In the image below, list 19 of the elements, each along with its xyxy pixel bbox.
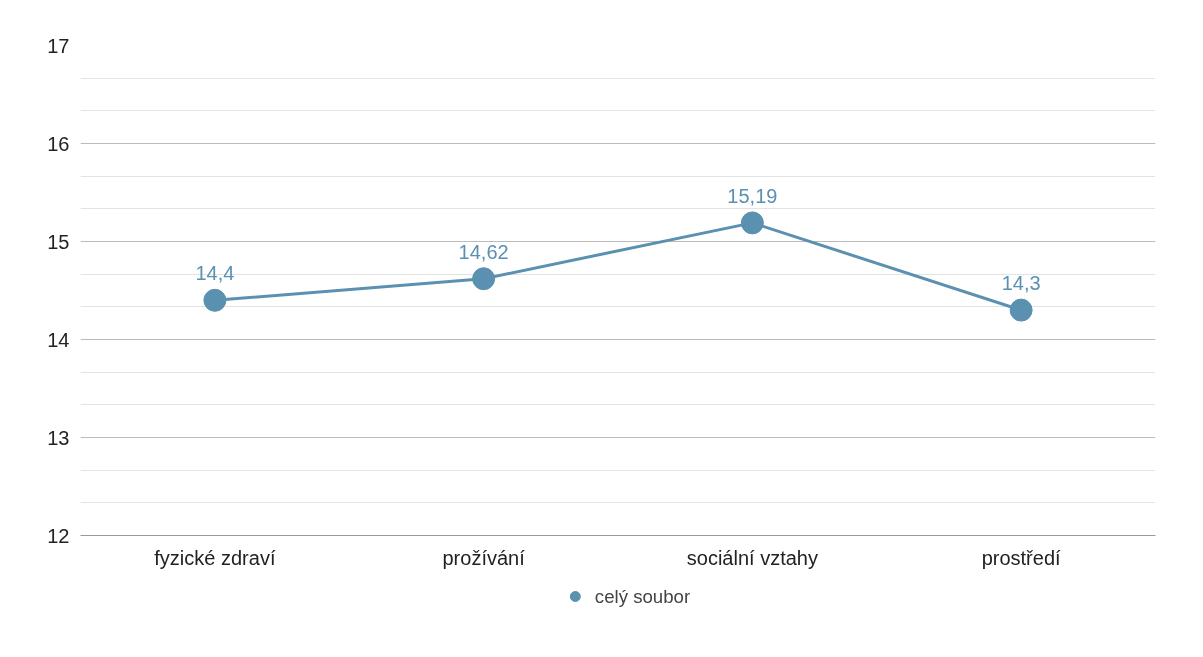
point: [1009, 298, 1033, 322]
y-tick-label: 17: [47, 34, 70, 57]
data-label: 15,19: [727, 184, 778, 207]
data-label: 14,62: [458, 240, 509, 263]
y-tick-label: 16: [47, 132, 70, 155]
point: [203, 288, 227, 312]
x-tick-label: prostředí: [981, 546, 1062, 569]
y-tick-label: 14: [47, 328, 70, 351]
y-tick-label: 12: [47, 524, 70, 547]
data-label: 14,4: [195, 262, 235, 285]
legend-label: celý soubor: [594, 584, 691, 609]
x-tick-label: prožívání: [442, 546, 526, 569]
y-tick-label: 13: [47, 426, 70, 449]
data-label: 14,3: [1001, 272, 1041, 295]
point: [472, 267, 496, 291]
y-tick-label: 15: [47, 230, 70, 253]
point: [740, 211, 764, 235]
x-tick-label: sociální vztahy: [686, 546, 818, 569]
x-tick-label: fyzické zdraví: [154, 546, 276, 569]
